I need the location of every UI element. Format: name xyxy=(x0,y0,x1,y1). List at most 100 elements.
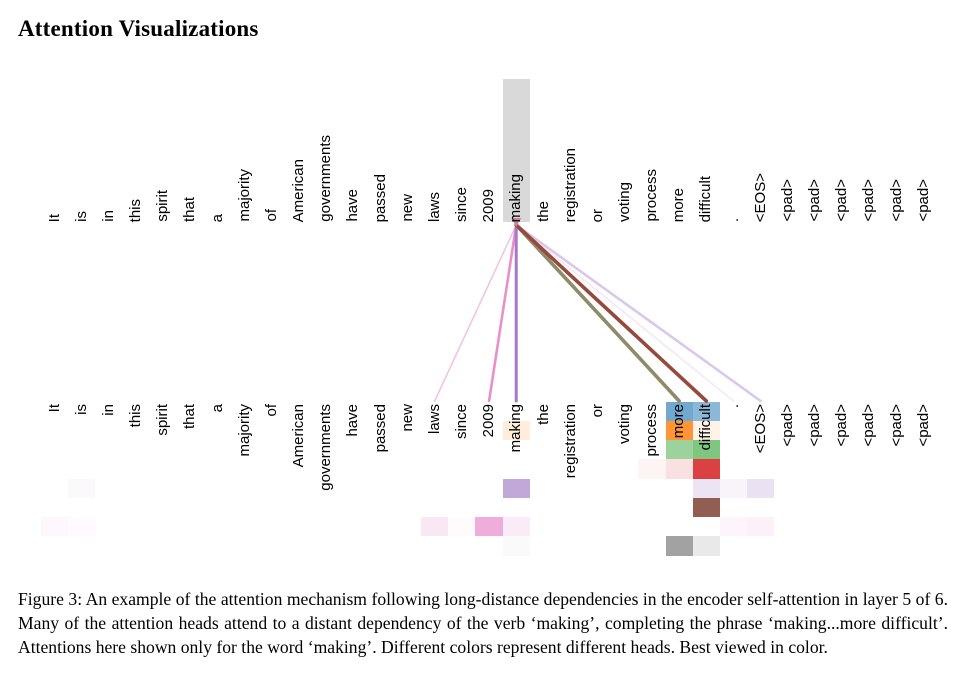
attention-cell xyxy=(665,420,693,440)
token-text: <pad> xyxy=(887,404,905,447)
token-label-top: voting xyxy=(611,77,638,222)
attention-cell xyxy=(692,536,720,556)
token-label-top: spirit xyxy=(150,77,177,222)
token-text: since xyxy=(453,404,471,440)
token-text: passed xyxy=(371,404,389,453)
token-label-top: have xyxy=(340,77,367,222)
token-text: majority xyxy=(235,404,253,457)
token-label-top: more xyxy=(666,77,693,222)
token-label-bottom: 2009 xyxy=(475,404,502,552)
token-label-bottom: <pad> xyxy=(856,404,883,552)
attention-cell xyxy=(692,478,720,498)
token-text: of xyxy=(262,209,280,222)
attention-cell xyxy=(692,440,720,460)
token-label-top: . xyxy=(720,77,747,222)
attention-line xyxy=(433,224,518,402)
attention-line xyxy=(514,223,681,403)
token-label-bottom: or xyxy=(584,404,611,552)
attention-cell xyxy=(638,459,666,479)
token-label-top: governments xyxy=(313,77,340,222)
figure-caption: Figure 3: An example of the attention me… xyxy=(18,588,948,657)
token-text: making xyxy=(507,173,525,222)
token-label-top: laws xyxy=(421,77,448,222)
token-text: process xyxy=(643,169,661,222)
attention-lines xyxy=(433,218,762,403)
token-label-bottom: passed xyxy=(367,404,394,552)
token-text: that xyxy=(181,404,199,430)
token-label-top: process xyxy=(638,77,665,222)
token-label-bottom: process xyxy=(638,404,665,552)
token-text: difficult xyxy=(697,175,715,222)
token-text: in xyxy=(99,210,117,222)
attention-cell xyxy=(502,517,530,537)
token-label-bottom: American xyxy=(285,404,312,552)
token-label-bottom: <EOS> xyxy=(747,404,774,552)
token-text: <pad> xyxy=(860,179,878,222)
token-text: American xyxy=(290,158,308,222)
token-label-bottom: more xyxy=(666,404,693,552)
token-label-top: the xyxy=(530,77,557,222)
token-text: a xyxy=(208,213,226,222)
token-text: spirit xyxy=(154,190,172,222)
token-text: the xyxy=(534,201,552,222)
token-text: laws xyxy=(425,404,443,435)
token-text: governments xyxy=(317,135,335,222)
token-text: laws xyxy=(425,191,443,222)
token-text: a xyxy=(208,404,226,413)
token-label-top: American xyxy=(285,77,312,222)
token-label-top: is xyxy=(68,77,95,222)
token-text: . xyxy=(724,404,742,409)
attention-cell xyxy=(448,517,476,537)
attention-cell xyxy=(665,440,693,460)
token-text: <EOS> xyxy=(751,172,769,222)
token-text: <pad> xyxy=(914,179,932,222)
token-text: passed xyxy=(371,173,389,222)
token-label-top: or xyxy=(584,77,611,222)
token-text: the xyxy=(534,404,552,425)
attention-cell xyxy=(68,478,96,498)
token-text: 2009 xyxy=(480,404,498,438)
attention-cell xyxy=(747,478,775,498)
token-label-top: 2009 xyxy=(475,77,502,222)
token-label-bottom: that xyxy=(177,404,204,552)
token-label-top: <pad> xyxy=(910,77,937,222)
token-text: <pad> xyxy=(833,404,851,447)
attention-cell xyxy=(502,420,530,440)
token-label-top: making xyxy=(503,77,530,222)
token-label-bottom: governments xyxy=(313,404,340,552)
token-label-bottom: <pad> xyxy=(774,404,801,552)
attention-visualization: It It is is in in this this spirit spirit that that… xyxy=(45,77,937,556)
token-label-bottom: is xyxy=(68,404,95,552)
token-text: making xyxy=(507,404,525,453)
token-text: registration xyxy=(561,404,579,479)
attention-line xyxy=(515,224,735,402)
token-label-bottom: this xyxy=(122,404,149,552)
token-text: that xyxy=(181,196,199,222)
token-text: voting xyxy=(615,181,633,222)
token-text: 2009 xyxy=(480,188,498,222)
attention-cell xyxy=(502,536,530,556)
attention-cell xyxy=(747,517,775,537)
token-text: voting xyxy=(615,404,633,445)
token-label-top: <pad> xyxy=(829,77,856,222)
token-text: <pad> xyxy=(860,404,878,447)
token-text: have xyxy=(344,404,362,437)
token-label-bottom: difficult xyxy=(693,404,720,552)
token-label-bottom: majority xyxy=(231,404,258,552)
attention-line xyxy=(514,223,709,403)
attention-cell xyxy=(502,478,530,498)
token-text: this xyxy=(127,198,145,222)
token-text: is xyxy=(72,211,90,222)
token-text: majority xyxy=(235,169,253,222)
token-text: is xyxy=(72,404,90,415)
token-label-bottom: have xyxy=(340,404,367,552)
token-label-top: since xyxy=(448,77,475,222)
token-label-bottom: <pad> xyxy=(910,404,937,552)
token-label-bottom: spirit xyxy=(150,404,177,552)
attention-cell xyxy=(692,459,720,479)
token-label-bottom: voting xyxy=(611,404,638,552)
token-text: It xyxy=(45,404,63,413)
attention-cell xyxy=(68,517,96,537)
token-text: have xyxy=(344,189,362,222)
token-label-bottom: the xyxy=(530,404,557,552)
